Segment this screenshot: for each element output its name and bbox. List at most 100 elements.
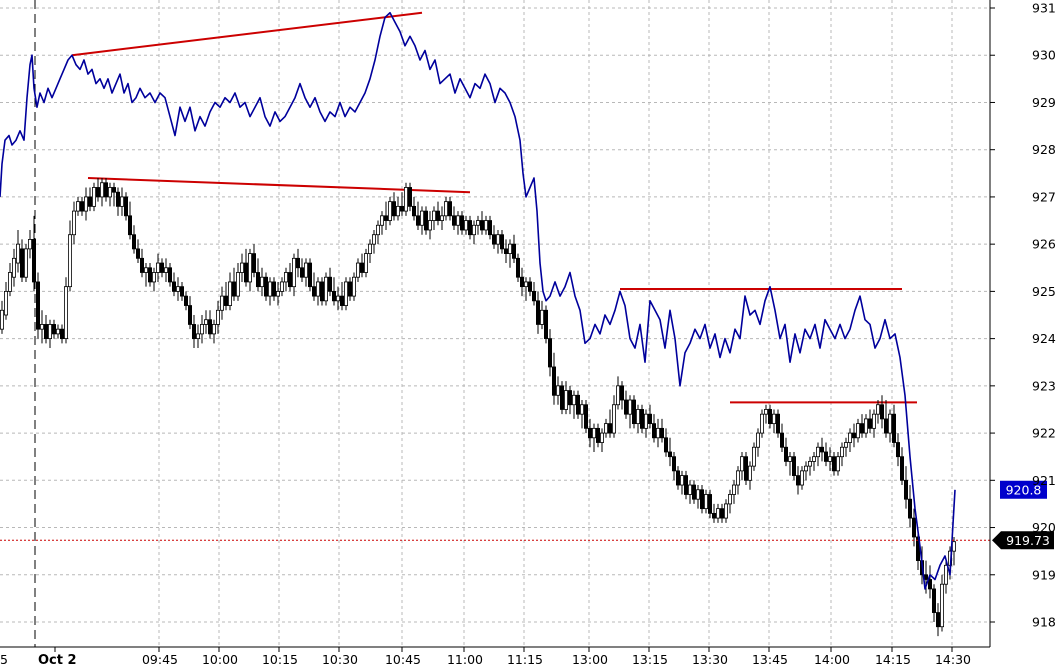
candle-body — [908, 498, 913, 519]
candle-body — [15, 243, 20, 264]
candle — [748, 461, 753, 490]
candle — [415, 201, 420, 230]
candle-body — [664, 437, 669, 453]
candle-body — [844, 442, 849, 448]
candle — [576, 390, 581, 419]
candle-body — [23, 248, 28, 278]
line-series-path — [0, 11, 956, 590]
overlays: 920.8 919.73 — [0, 480, 1054, 550]
x-tick-label: 11:00 — [447, 652, 483, 667]
candle — [852, 423, 857, 448]
y-tick-label: 926 — [1032, 237, 1056, 252]
candle-body — [52, 324, 57, 335]
candle-body — [215, 309, 220, 325]
candle — [247, 248, 252, 292]
candle-body — [503, 248, 508, 254]
candle — [175, 277, 180, 301]
candle-body — [379, 215, 384, 226]
last-price-label: 919.73 — [1006, 533, 1050, 548]
candle-body — [475, 220, 480, 226]
candle — [419, 206, 424, 235]
candle-body — [367, 243, 372, 254]
candle-body — [932, 588, 937, 613]
candle-body — [708, 494, 713, 514]
candle-body — [748, 465, 753, 481]
candle-body — [700, 489, 705, 510]
candle — [443, 196, 448, 221]
candle — [195, 324, 200, 349]
candle — [568, 385, 573, 415]
candle — [36, 272, 41, 339]
x-tick-label: 5 — [0, 652, 8, 667]
candle-body — [319, 281, 324, 302]
candle — [120, 187, 125, 216]
candle-body — [403, 187, 408, 212]
candle — [952, 536, 957, 566]
candle-body — [60, 328, 65, 340]
candle — [291, 253, 296, 297]
candle-body — [139, 257, 144, 273]
candle-body — [516, 257, 521, 278]
candle — [411, 196, 416, 221]
candle-body — [48, 324, 53, 340]
candle — [44, 315, 49, 344]
candle — [684, 470, 689, 500]
candle — [844, 437, 849, 457]
candle-body — [167, 267, 172, 283]
y-tick-label: 918 — [1032, 615, 1056, 630]
candle-body — [315, 281, 320, 297]
candle — [584, 400, 589, 434]
candle-body — [251, 253, 256, 273]
candle — [816, 442, 821, 467]
candle-body — [84, 196, 89, 212]
candle — [608, 409, 613, 438]
candle-body — [463, 220, 468, 231]
x-tick-label: 11:15 — [507, 652, 543, 667]
candle-body — [556, 385, 561, 396]
candle-body — [219, 295, 224, 311]
line-series — [0, 11, 956, 590]
x-tick-label: 13:45 — [752, 652, 788, 667]
candle — [271, 277, 276, 301]
candle-body — [355, 262, 360, 278]
candle-body — [108, 187, 113, 198]
candle-body — [728, 494, 733, 505]
candle-body — [816, 446, 821, 458]
candle — [704, 489, 709, 514]
candle-body — [668, 451, 673, 458]
candle-body — [295, 257, 300, 269]
candle-body — [104, 182, 109, 198]
candle-body — [339, 295, 344, 306]
trendlines — [71, 11, 917, 404]
candle — [624, 390, 629, 419]
candle — [512, 234, 517, 264]
candle — [656, 418, 661, 448]
candle — [836, 451, 841, 476]
candle-body — [100, 182, 105, 198]
candle-body — [279, 281, 284, 292]
candle — [824, 442, 829, 467]
candle-body — [580, 404, 585, 415]
candle-body — [124, 196, 129, 217]
candle-body — [171, 281, 176, 292]
candle — [439, 206, 444, 230]
candle — [888, 409, 893, 443]
candle-body — [203, 319, 208, 325]
candle-body — [223, 295, 228, 306]
candle — [124, 192, 129, 221]
candle-body — [928, 579, 933, 590]
candle — [664, 428, 669, 457]
candle — [716, 503, 721, 523]
candle-body — [243, 262, 248, 283]
candle — [564, 381, 569, 415]
candle-body — [375, 224, 380, 236]
candle-body — [239, 262, 244, 273]
candle-body — [788, 456, 793, 462]
candle-body — [96, 187, 101, 198]
candle-body — [127, 215, 132, 236]
x-tick-label: 14:00 — [814, 652, 850, 667]
candle-series — [0, 178, 957, 637]
candle — [147, 263, 152, 287]
candle — [672, 451, 677, 481]
